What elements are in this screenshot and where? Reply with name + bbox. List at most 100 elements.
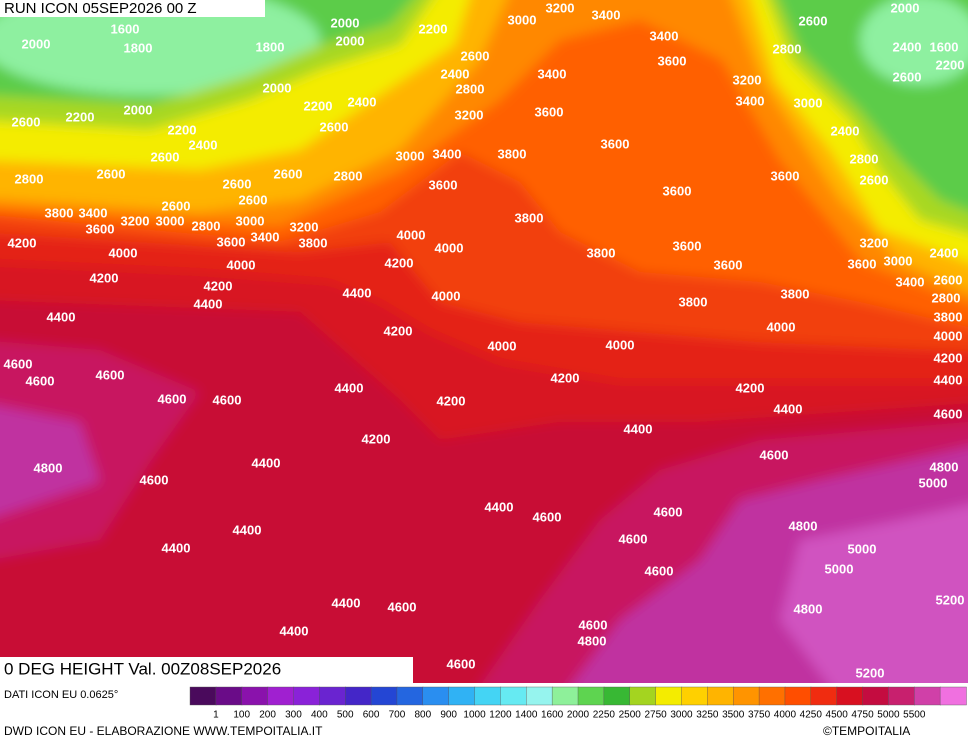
contour-label: 4200 [934, 350, 963, 365]
contour-label: 4200 [204, 278, 233, 293]
contour-label: 2200 [419, 21, 448, 36]
colorbar-label: 900 [440, 710, 457, 721]
colorbar-label: 4750 [851, 710, 874, 721]
run-title: RUN ICON 05SEP2026 00 Z [4, 0, 197, 17]
colorbar-swatch [293, 686, 321, 706]
contour-label: 2800 [850, 151, 879, 166]
contour-label: 2600 [12, 114, 41, 129]
contour-label: 2800 [334, 168, 363, 183]
contour-label: 3200 [860, 235, 889, 250]
colorbar-label: 2500 [619, 710, 642, 721]
contour-label: 4000 [606, 337, 635, 352]
contour-label: 2800 [192, 218, 221, 233]
contour-label: 4200 [437, 393, 466, 408]
contour-label: 4600 [213, 392, 242, 407]
contour-label: 3400 [592, 7, 621, 22]
contour-label: 3800 [299, 235, 328, 250]
colorbar-swatch [396, 686, 424, 706]
colorbar-swatch [474, 686, 502, 706]
contour-label: 2600 [860, 172, 889, 187]
contour-label: 3600 [601, 136, 630, 151]
contour-label: 2400 [441, 66, 470, 81]
colorbar-swatch [733, 686, 760, 706]
colorbar-swatch [422, 686, 450, 706]
contour-label: 4200 [551, 370, 580, 385]
contour-label: 2600 [162, 198, 191, 213]
colorbar-swatch [603, 686, 631, 706]
colorbar-swatch [784, 686, 812, 706]
contour-label: 4800 [930, 459, 959, 474]
contour-label: 4000 [432, 288, 461, 303]
contour-label: 4400 [332, 595, 361, 610]
contour-label: 3000 [396, 148, 425, 163]
colorbar-label: 700 [389, 710, 406, 721]
colorbar-swatch [888, 686, 915, 706]
contour-label: 3800 [934, 309, 963, 324]
contour-label: 5200 [856, 665, 885, 680]
contour-labels: 2000 1600 1800 2000 2000 2200 3000 3200 3400 1800… [4, 0, 965, 680]
colorbar-label: 4000 [774, 710, 797, 721]
contour-label: 2000 [263, 80, 292, 95]
colorbar-label: 300 [285, 710, 302, 721]
colorbar-label: 100 [233, 710, 250, 721]
contour-label: 4400 [162, 540, 191, 555]
contour-label: 4800 [34, 460, 63, 475]
contour-label: 4400 [194, 296, 223, 311]
credit: DWD ICON EU - ELABORAZIONE WWW.TEMPOITAL… [4, 724, 323, 738]
colorbar-swatch [681, 686, 709, 706]
contour-label: 3200 [733, 72, 762, 87]
colorbar-swatch [914, 686, 941, 706]
contour-label: 2800 [456, 81, 485, 96]
contour-label: 2200 [168, 122, 197, 137]
contour-label: 4400 [233, 522, 262, 537]
contour-label: 3200 [121, 213, 150, 228]
contour-label: 4600 [4, 356, 33, 371]
contour-label: 3200 [455, 107, 484, 122]
colorbar-label: 4250 [800, 710, 823, 721]
colorbar-swatch [370, 686, 398, 706]
contour-label: 4000 [227, 257, 256, 272]
colorbar-swatch [862, 686, 890, 706]
contour-label: 3600 [771, 168, 800, 183]
contour-label: 3000 [508, 12, 537, 27]
contour-label: 3400 [650, 28, 679, 43]
contour-label: 1800 [124, 40, 153, 55]
field-box [0, 657, 413, 683]
contour-label: 4600 [760, 447, 789, 462]
contour-label: 1600 [930, 39, 959, 54]
contour-label: 4000 [397, 227, 426, 242]
contour-label: 3400 [736, 93, 765, 108]
contour-label: 5000 [848, 541, 877, 556]
contour-label: 2600 [320, 119, 349, 134]
contour-label: 4400 [934, 372, 963, 387]
contour-label: 4200 [362, 431, 391, 446]
colorbar-swatch [939, 686, 967, 706]
map: 2000 1600 1800 2000 2000 2200 3000 3200 3400 1800… [0, 0, 968, 683]
colorbar-label: 2000 [567, 710, 590, 721]
contour-label: 3800 [587, 245, 616, 260]
contour-label: 4200 [385, 255, 414, 270]
colorbar-label: 600 [363, 710, 380, 721]
contour-label: 3800 [498, 146, 527, 161]
contour-label: 3200 [290, 219, 319, 234]
contour-label: 4600 [26, 373, 55, 388]
contour-label: 3600 [658, 53, 687, 68]
colorbar-label: 4500 [826, 710, 849, 721]
contour-label: 4600 [158, 391, 187, 406]
contour-label: 3000 [156, 213, 185, 228]
colorbar-label: 1000 [463, 710, 486, 721]
colorbar-swatch [267, 686, 295, 706]
contour-label: 3400 [433, 146, 462, 161]
colorbar-swatch [577, 686, 605, 706]
contour-label: 4400 [774, 401, 803, 416]
contour-label: 4200 [90, 270, 119, 285]
contour-label: 3600 [714, 257, 743, 272]
contour-label: 4200 [736, 380, 765, 395]
contour-label: 3600 [429, 177, 458, 192]
contour-label: 2000 [891, 0, 920, 15]
contour-label: 4000 [109, 245, 138, 260]
colorbar-label: 1 [213, 710, 219, 721]
contour-label: 1800 [256, 39, 285, 54]
field-title: 0 DEG HEIGHT Val. 00Z08SEP2026 [4, 659, 281, 678]
contour-label: 3000 [236, 213, 265, 228]
